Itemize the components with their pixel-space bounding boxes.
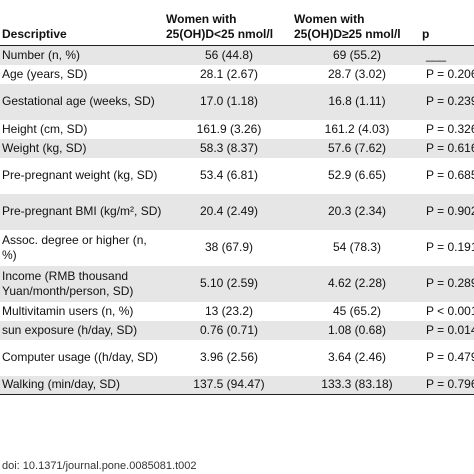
row-label: Age (years, SD) xyxy=(2,66,88,81)
row-low-value: 53.4 (6.81) xyxy=(199,168,259,182)
row-p-value: P = 0.206 xyxy=(426,66,474,81)
row-low-value: 137.5 (94.47) xyxy=(164,375,292,395)
header-high-vitd: Women with 25(OH)D≥25 nmol/l xyxy=(292,0,420,46)
header-p: p xyxy=(420,0,474,46)
table-row: Pre-pregnant BMI (kg/m², SD) 20.4 (2.49) 2… xyxy=(0,193,474,230)
row-low-value: 161.9 (3.26) xyxy=(196,121,262,136)
row-p-value: P = 0.902 xyxy=(420,193,474,230)
row-low-value: 0.76 (0.71) xyxy=(164,320,292,340)
row-label: Number (n, %) xyxy=(0,45,164,65)
row-high-value: 28.7 (3.02) xyxy=(327,66,387,81)
row-label: sun exposure (h/day, SD) xyxy=(0,320,164,340)
row-high-value: 54 (78.3) xyxy=(332,240,382,254)
row-high-value: 1.08 (0.68) xyxy=(292,320,420,340)
row-p-value: P = 0.191 xyxy=(426,240,474,254)
table-row: Weight (kg, SD) 58.3 (8.37) 57.6 (7.62) P =… xyxy=(0,138,474,158)
row-label: Computer usage ((h/day, SD) xyxy=(2,350,158,364)
table-row: Gestational age (weeks, SD) 17.0 (1.18) 16… xyxy=(0,83,474,120)
row-high-value: 4.62 (2.28) xyxy=(292,265,420,302)
row-label: Assoc. degree or higher (n, %) xyxy=(2,232,147,262)
row-low-value: 56 (44.8) xyxy=(164,45,292,65)
row-high-value: 20.3 (2.34) xyxy=(292,193,420,230)
header-descriptive: Descriptive xyxy=(0,0,164,46)
row-label: Pre-pregnant weight (kg, SD) xyxy=(2,168,158,182)
doi-caption: doi: 10.1371/journal.pone.0085081.t002 xyxy=(2,460,197,472)
row-low-value: 17.0 (1.18) xyxy=(164,83,292,120)
row-high-value: 52.9 (6.65) xyxy=(327,168,387,182)
table-row: Income (RMB thousand Yuan/month/person, … xyxy=(0,265,474,302)
row-high-value: 45 (65.2) xyxy=(332,303,382,318)
row-p-value: P < 0.001 xyxy=(426,303,474,318)
row-p-value: P = 0.326 xyxy=(426,121,474,136)
table-row: Walking (min/day, SD) 137.5 (94.47) 133.3 … xyxy=(0,375,474,395)
row-p-value: P = 0.685 xyxy=(426,168,474,182)
table-row: Height (cm, SD) 161.9 (3.26) 161.2 (4.03) P… xyxy=(0,120,474,139)
row-low-value: 58.3 (8.37) xyxy=(164,138,292,158)
table-body: Number (n, %) 56 (44.8) 69 (55.2) ___ Age (y… xyxy=(0,45,474,395)
table-row: Multivitamin users (n, %) 13 (23.2) 45 (65… xyxy=(0,302,474,321)
row-label: Multivitamin users (n, %) xyxy=(2,303,134,318)
descriptive-table: Descriptive Women with 25(OH)D<25 nmol/l… xyxy=(0,0,474,395)
row-high-value: 133.3 (83.18) xyxy=(292,375,420,395)
row-label: Gestational age (weeks, SD) xyxy=(0,83,164,120)
row-label: Walking (min/day, SD) xyxy=(0,375,164,395)
row-high-value: 57.6 (7.62) xyxy=(292,138,420,158)
row-high-value: 69 (55.2) xyxy=(292,45,420,65)
row-p-value: P = 0.796 xyxy=(420,375,474,395)
table-row: Number (n, %) 56 (44.8) 69 (55.2) ___ xyxy=(0,45,474,65)
row-label: Income (RMB thousand Yuan/month/person, … xyxy=(0,265,164,302)
row-low-value: 3.96 (2.56) xyxy=(199,350,259,364)
row-label: Pre-pregnant BMI (kg/m², SD) xyxy=(0,193,164,230)
table-row: sun exposure (h/day, SD) 0.76 (0.71) 1.08 … xyxy=(0,320,474,340)
table-row: Computer usage ((h/day, SD) 3.96 (2.56) 3.… xyxy=(0,340,474,376)
row-p-value: P = 0.479 xyxy=(426,350,474,364)
row-high-value: 161.2 (4.03) xyxy=(324,121,390,136)
table-row: Pre-pregnant weight (kg, SD) 53.4 (6.81) 5… xyxy=(0,158,474,194)
row-p-value: P = 0.616 xyxy=(420,138,474,158)
header-low-vitd: Women with 25(OH)D<25 nmol/l xyxy=(164,0,292,46)
row-label: Weight (kg, SD) xyxy=(0,138,164,158)
row-p-value: P = 0.289 xyxy=(420,265,474,302)
row-low-value: 28.1 (2.67) xyxy=(199,66,259,81)
table-header-row: Descriptive Women with 25(OH)D<25 nmol/l… xyxy=(0,0,474,46)
row-low-value: 20.4 (2.49) xyxy=(164,193,292,230)
row-p-value: P = 0.239 xyxy=(420,83,474,120)
row-p-value: ___ xyxy=(420,45,474,65)
row-high-value: 16.8 (1.11) xyxy=(292,83,420,120)
row-low-value: 5.10 (2.59) xyxy=(164,265,292,302)
row-low-value: 38 (67.9) xyxy=(204,240,254,254)
table-row: Age (years, SD) 28.1 (2.67) 28.7 (3.02) P =… xyxy=(0,65,474,84)
row-label: Height (cm, SD) xyxy=(2,121,88,136)
table-row: Assoc. degree or higher (n, %) 38 (67.9) 5… xyxy=(0,230,474,266)
row-high-value: 3.64 (2.46) xyxy=(327,350,387,364)
row-p-value: P = 0.014 xyxy=(420,320,474,340)
row-low-value: 13 (23.2) xyxy=(204,303,254,318)
